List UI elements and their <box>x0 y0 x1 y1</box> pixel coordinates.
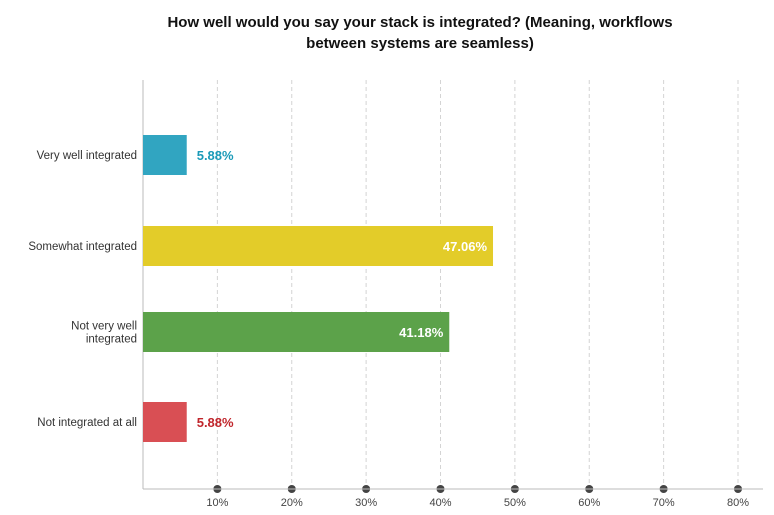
bars <box>143 135 494 442</box>
bar <box>143 135 187 175</box>
x-tick-label: 50% <box>504 497 526 509</box>
x-tick-label: 30% <box>355 497 377 509</box>
grid-lines <box>216 80 739 489</box>
axes: 10% 20% 30% 40% 50% 60% 70% 80% <box>142 80 763 509</box>
bar-value-label: 47.06% <box>443 239 488 254</box>
labels: 5.88% Very well integrated 47.06% Somewhat … <box>28 148 487 430</box>
category-label: Somewhat integrated <box>28 241 137 253</box>
x-tick-label: 40% <box>429 497 451 509</box>
category-label: Very well integrated <box>37 150 137 162</box>
bar-value-label: 41.18% <box>399 325 444 340</box>
x-tick-label: 20% <box>281 497 303 509</box>
category-label: Not very well integrated <box>71 321 137 346</box>
x-tick-label: 10% <box>206 497 228 509</box>
x-tick-label: 60% <box>578 497 600 509</box>
bar-value-label: 5.88% <box>197 415 234 430</box>
category-label: Not integrated at all <box>37 417 137 429</box>
bar <box>143 226 494 266</box>
x-tick-label: 80% <box>727 497 749 509</box>
bar-value-label: 5.88% <box>197 148 234 163</box>
bar <box>143 312 450 352</box>
x-tick-label: 70% <box>653 497 675 509</box>
bar <box>143 402 187 442</box>
chart-title: How well would you say your stack is int… <box>167 14 673 52</box>
